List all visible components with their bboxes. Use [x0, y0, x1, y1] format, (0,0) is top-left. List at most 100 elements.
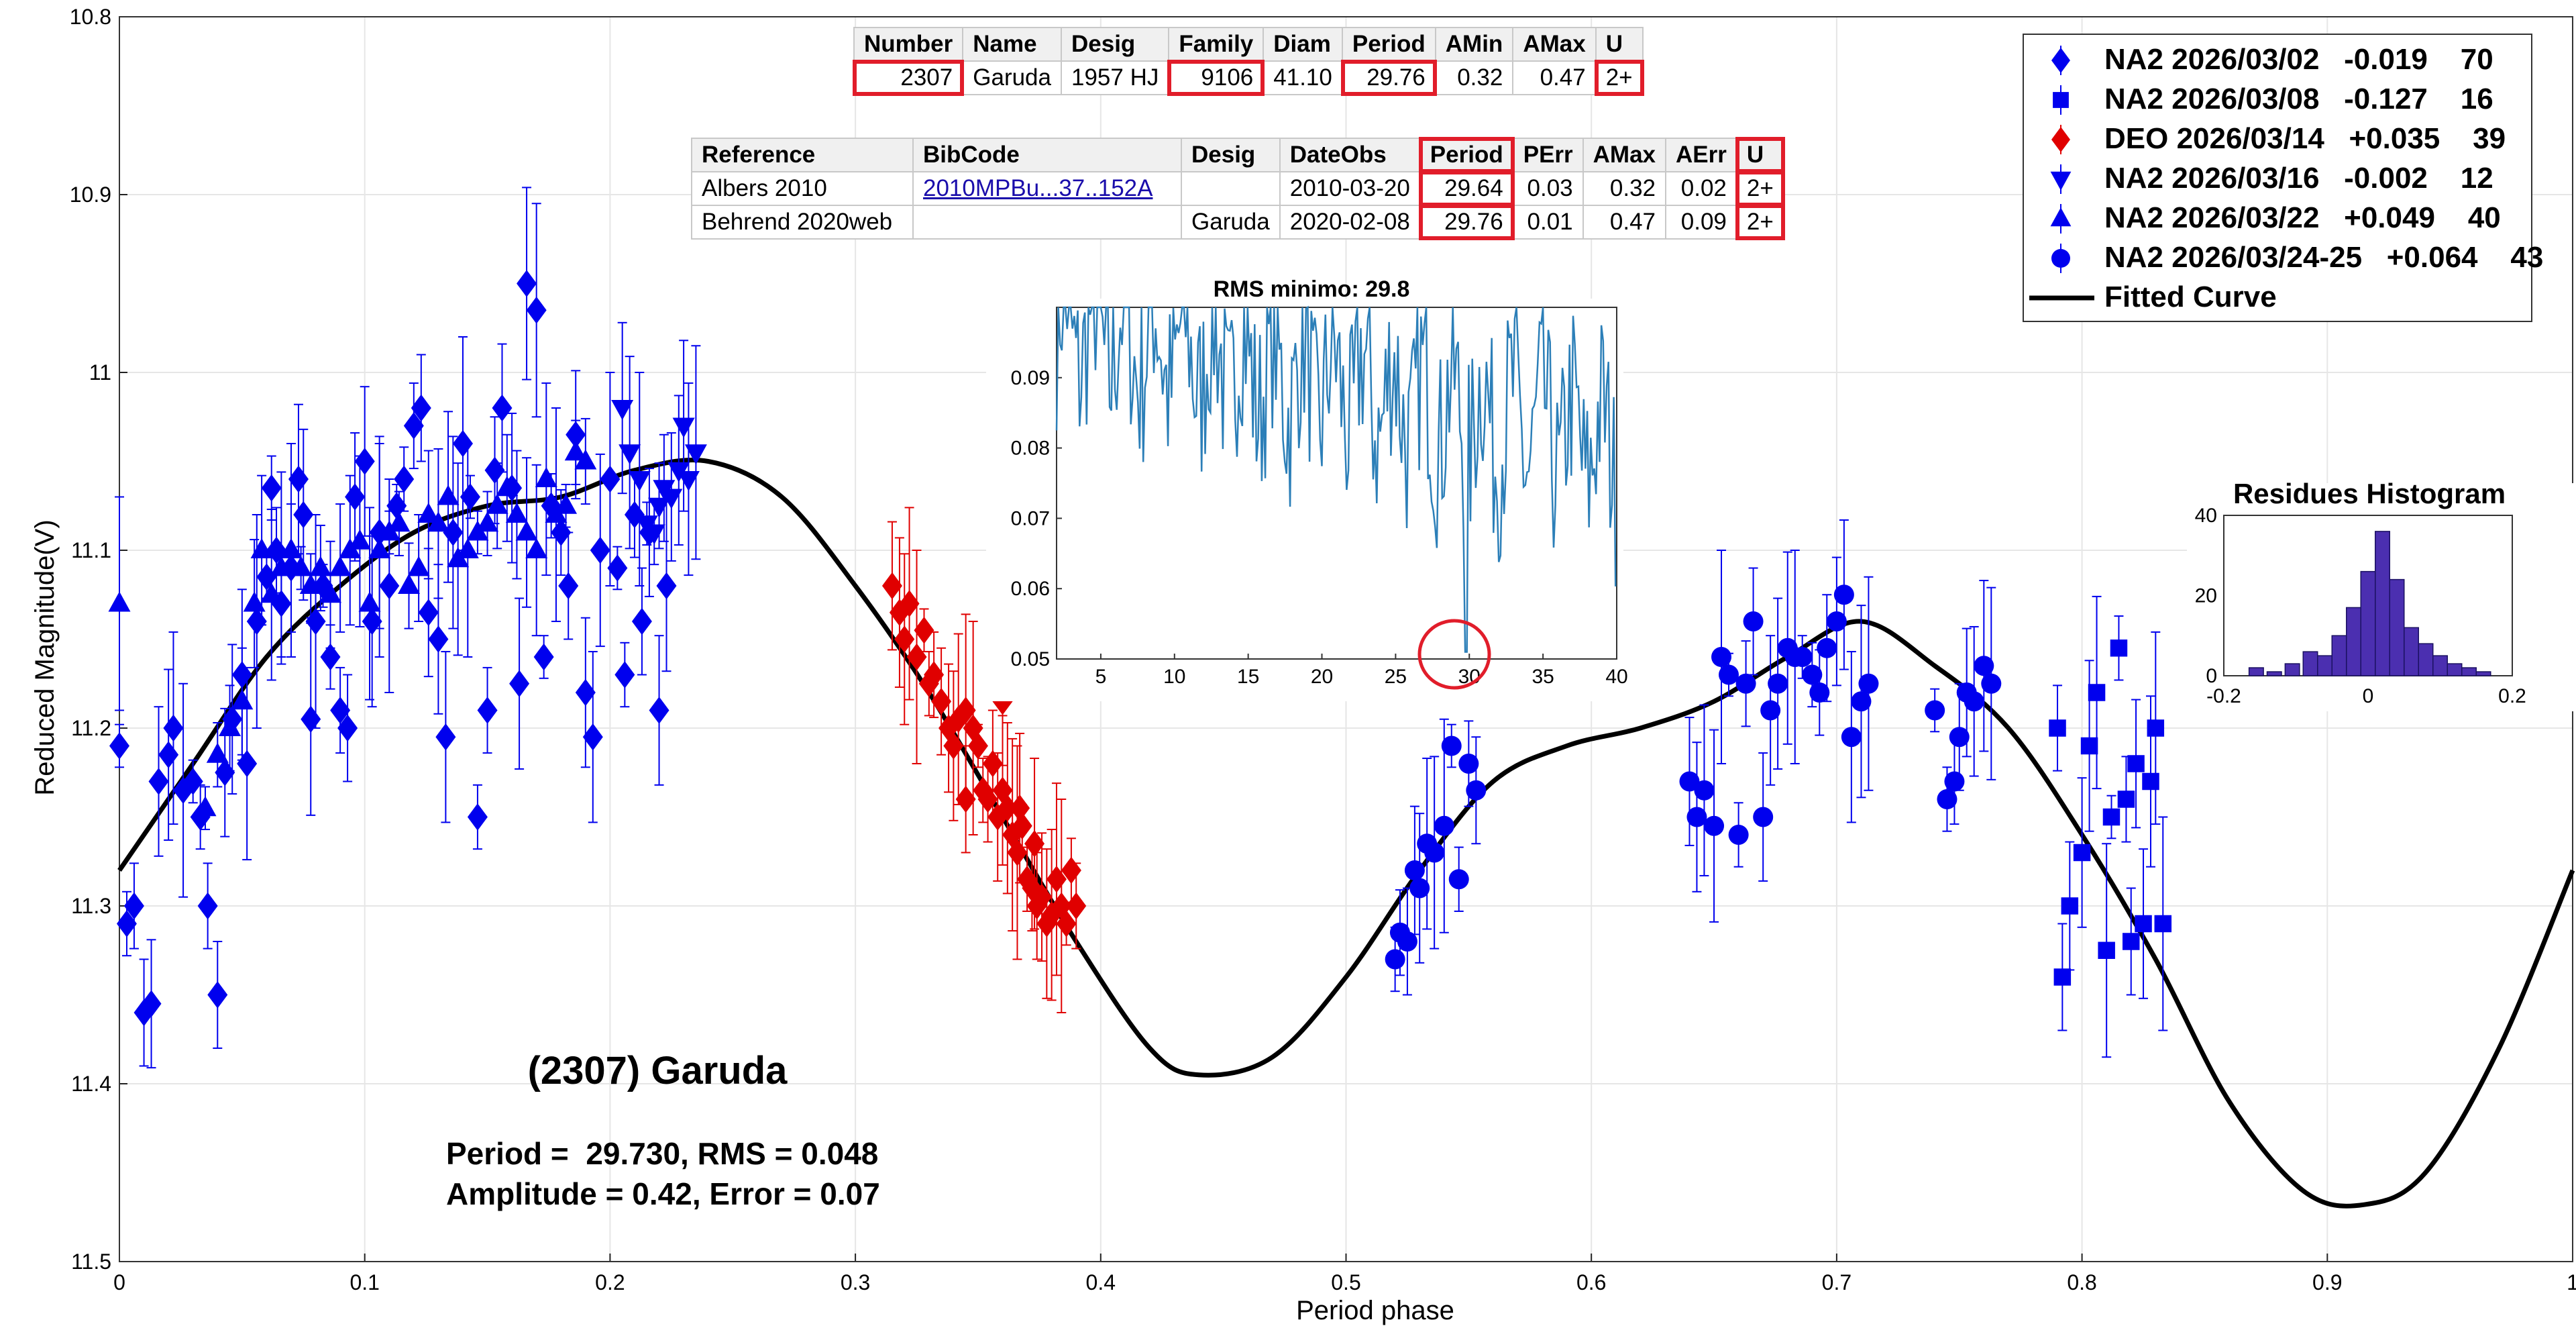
periodogram-x-tick-label: 10	[1163, 666, 1185, 688]
x-tick-label: 0.7	[1822, 1270, 1851, 1294]
data-point	[649, 697, 669, 724]
y-tick-label: 11.1	[71, 538, 111, 562]
data-point	[348, 529, 371, 550]
chart-title: (2307) Garuda	[528, 1049, 788, 1092]
data-point	[1826, 611, 1847, 631]
ref-cell-aerr: 0.09	[1665, 205, 1737, 240]
data-point	[394, 465, 415, 493]
x-tick-label: 0.2	[595, 1270, 625, 1294]
bibcode-link[interactable]: 2010MPBu...37..152A	[923, 175, 1153, 201]
data-point	[1458, 754, 1479, 774]
data-point	[108, 591, 131, 612]
ref-cell-dateobs: 2020-02-08	[1279, 205, 1421, 240]
header-amax: AMax	[1512, 27, 1597, 62]
data-point	[2142, 772, 2159, 790]
data-point	[2049, 719, 2066, 737]
ref-cell-bibcode	[912, 205, 1182, 240]
y-tick-label: 11.5	[71, 1250, 111, 1274]
legend-label: NA2 2026/03/08 -0.127 16	[2104, 83, 2493, 115]
data-point	[1792, 647, 1813, 667]
x-tick-label: 0.4	[1086, 1270, 1116, 1294]
data-point	[1949, 727, 1970, 748]
header-desig: Desig	[1060, 27, 1170, 62]
histogram-bars	[2248, 531, 2491, 676]
data-point	[1397, 931, 1417, 952]
data-point	[1066, 892, 1087, 920]
x-tick-label: 0.1	[350, 1270, 379, 1294]
data-point	[1817, 638, 1837, 658]
data-point	[280, 538, 303, 558]
legend-marker	[2051, 127, 2070, 152]
data-point	[525, 538, 548, 558]
data-point	[309, 556, 332, 576]
header-number: Number	[853, 27, 964, 62]
data-point	[460, 483, 480, 511]
data-point	[435, 723, 456, 751]
data-point	[2073, 844, 2091, 862]
legend-marker-icon	[2051, 125, 2070, 154]
histogram-x-tick-label: 0.2	[2498, 685, 2526, 707]
y-axis-label: Reduced Magnitude(V)	[30, 519, 60, 795]
data-point	[1409, 878, 1430, 899]
data-point	[496, 476, 519, 497]
header-family: Family	[1168, 27, 1265, 62]
data-point	[386, 492, 407, 519]
header-name: Name	[962, 27, 1062, 62]
data-point	[1679, 771, 1700, 792]
periodogram-frame	[1056, 307, 1617, 660]
data-point	[2127, 755, 2145, 772]
data-point	[1964, 691, 1984, 712]
data-point	[197, 892, 218, 920]
data-point	[1385, 949, 1405, 970]
legend-label: NA2 2026/03/16 -0.002 12	[2104, 162, 2493, 195]
data-point	[906, 643, 927, 671]
periodogram-y-tick-label: 0.07	[1011, 507, 1050, 529]
ref-cell-bibcode-link[interactable]: 2010MPBu...37..152A	[912, 171, 1182, 206]
data-point	[2080, 737, 2098, 755]
histogram-bar	[2389, 578, 2405, 676]
data-point	[206, 742, 229, 763]
y-tick-label: 11.3	[71, 894, 111, 918]
ref-cell-period: 29.64	[1418, 170, 1515, 207]
data-point	[207, 981, 228, 1009]
ref-cell-aerr: 0.02	[1665, 171, 1737, 206]
legend-item: DEO 2026/03/14 +0.035 39	[2024, 119, 2531, 160]
ref-cell-desig	[1181, 171, 1281, 206]
data-point	[437, 484, 460, 505]
periodogram-y-tick-label: 0.08	[1011, 438, 1050, 460]
data-point	[358, 591, 381, 612]
data-point	[250, 538, 273, 558]
periodogram-inset: RMS minimo: 29.8 5 10 15 20 25 30 35 400.050.06…	[986, 276, 1628, 701]
x-tick-label: 0.6	[1576, 1270, 1606, 1294]
table-row: Albers 2010 2010MPBu...37..152A 2010-03-…	[691, 170, 1785, 207]
data-point	[628, 471, 651, 491]
data-point	[194, 796, 217, 817]
data-point	[590, 536, 610, 564]
data-point	[631, 607, 652, 635]
cell-name: Garuda	[962, 60, 1062, 95]
legend-item: NA2 2026/03/16 -0.002 12	[2024, 159, 2531, 199]
data-point	[411, 394, 431, 422]
histogram-x-tick-label: 0	[2363, 685, 2374, 707]
data-point	[492, 394, 513, 422]
x-tick-label: 0.5	[1331, 1270, 1360, 1294]
histogram-bar	[2346, 607, 2361, 676]
data-point	[1802, 664, 1823, 685]
cell-diam: 41.10	[1263, 60, 1343, 95]
cell-amin: 0.32	[1434, 60, 1514, 95]
data-point	[1404, 860, 1425, 880]
series-diamond	[881, 507, 1087, 1013]
data-point	[163, 714, 184, 742]
periodogram-x-tick-label: 25	[1385, 666, 1407, 688]
header-u: U	[1595, 27, 1644, 62]
data-point	[1704, 815, 1725, 836]
data-point	[1760, 700, 1781, 721]
data-point	[337, 714, 358, 742]
data-point	[955, 697, 976, 724]
data-point	[505, 503, 528, 523]
data-point	[1728, 825, 1749, 845]
data-point	[656, 572, 677, 600]
data-point	[1711, 647, 1732, 667]
data-point	[1858, 673, 1879, 694]
histogram-bar	[2284, 663, 2300, 676]
